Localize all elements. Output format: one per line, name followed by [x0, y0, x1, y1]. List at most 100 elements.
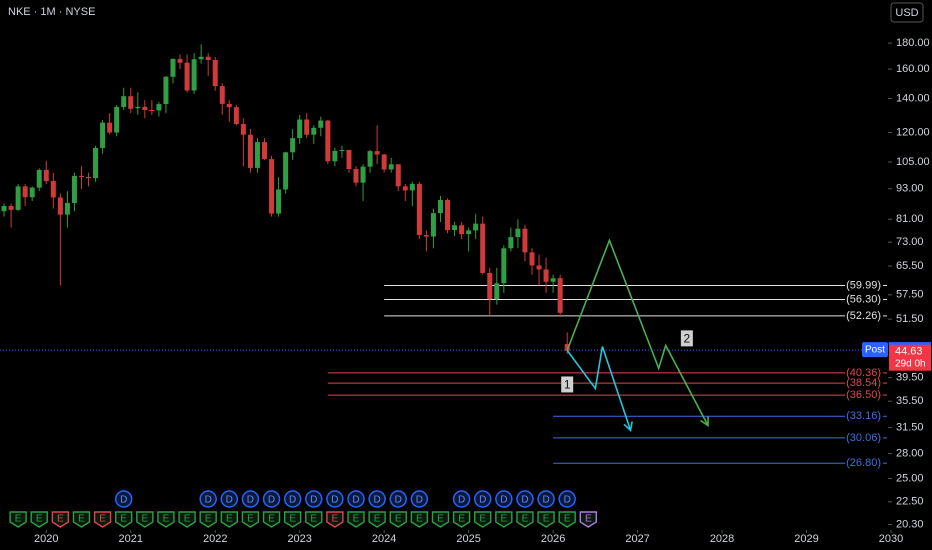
earnings-label: E [458, 514, 465, 525]
dividend-marker [537, 490, 555, 508]
earnings-marker [9, 511, 27, 528]
level-label: (38.54) [846, 377, 881, 389]
candle-body [430, 213, 436, 237]
dividend-marker [558, 490, 576, 508]
candle-body [332, 150, 338, 162]
earnings-marker [579, 511, 598, 528]
currency-box[interactable] [890, 2, 924, 23]
candle-body [536, 265, 542, 270]
earnings-label: E [184, 514, 191, 525]
candle-body [437, 199, 443, 214]
dividend-label: D [226, 495, 233, 506]
x-tick-label: 2030 [879, 533, 903, 545]
last-price-box [889, 344, 931, 371]
earnings-marker [220, 511, 238, 528]
earnings-marker [410, 511, 429, 528]
candle-body [290, 138, 296, 153]
candle-body [353, 169, 359, 183]
projection-path [566, 238, 709, 426]
level-label: (36.50) [846, 389, 881, 401]
earnings-marker [495, 511, 513, 528]
earnings-marker [178, 511, 196, 528]
dividend-marker [199, 490, 217, 508]
candle-body [86, 176, 92, 179]
candle-body [311, 127, 317, 135]
x-tick-label: 2024 [372, 533, 396, 545]
candle-body [8, 206, 14, 210]
candle-body [114, 107, 120, 133]
x-tick-label: 2021 [119, 533, 143, 545]
candle-body [240, 124, 246, 135]
earnings-label: E [141, 514, 148, 525]
candle-body [57, 197, 63, 215]
projection-path [566, 346, 632, 431]
y-tick-label: 35.50 [896, 395, 924, 407]
earnings-label: E [310, 514, 317, 525]
earnings-marker [558, 511, 576, 528]
candle-body [219, 86, 225, 104]
candle-body [494, 283, 500, 300]
earnings-label: E [416, 514, 423, 525]
earnings-label: E [564, 514, 571, 525]
y-tick-label: 180.00 [896, 37, 930, 49]
y-tick-label: 57.50 [896, 289, 924, 301]
dividend-marker [326, 490, 344, 508]
candle-body [78, 175, 84, 177]
candle-body [346, 149, 352, 170]
candle-body [543, 269, 549, 282]
x-tick-label: 2027 [625, 533, 649, 545]
earnings-marker [389, 511, 407, 528]
y-tick-label: 160.00 [896, 63, 930, 75]
y-tick-label: 39.50 [896, 372, 924, 384]
earnings-label: E [99, 514, 106, 525]
candle-body [388, 164, 394, 170]
dividend-marker [241, 490, 260, 508]
y-tick-label: 22.50 [896, 496, 924, 508]
earnings-label: E [374, 514, 381, 525]
dividend-marker [389, 490, 407, 508]
dividend-label: D [352, 495, 359, 506]
candle-body [247, 134, 253, 168]
dividend-marker [452, 490, 471, 508]
candle-body [297, 119, 303, 139]
last-price-label: 44.63 [895, 346, 923, 358]
earnings-marker [136, 511, 154, 528]
y-tick-label: 93.00 [896, 183, 924, 195]
candle-body [381, 154, 387, 170]
candle-body [466, 230, 472, 235]
dividend-label: D [374, 495, 381, 506]
level-label: (26.80) [846, 457, 881, 469]
x-tick-label: 2026 [541, 533, 565, 545]
earnings-label: E [353, 514, 360, 525]
y-tick-label: 20.30 [896, 518, 924, 530]
candle-body [374, 151, 380, 155]
candle-body [522, 228, 528, 253]
dividend-marker [495, 490, 513, 508]
dividend-label: D [247, 495, 254, 506]
dividend-label: D [542, 495, 549, 506]
earnings-label: E [585, 514, 592, 525]
y-tick-label: 105.00 [896, 156, 930, 168]
currency[interactable]: USD [895, 7, 918, 19]
earnings-label: E [522, 514, 529, 525]
earnings-marker [516, 511, 534, 528]
candle-body [318, 120, 324, 128]
candle-body [515, 228, 521, 238]
candle-body [170, 58, 176, 77]
dividend-label: D [416, 495, 423, 506]
dividend-label: D [268, 495, 275, 506]
candle-body [452, 225, 458, 231]
dividend-label: D [120, 495, 127, 506]
dividend-label: D [479, 495, 486, 506]
dividend-label: D [205, 495, 212, 506]
earnings-label: E [120, 514, 127, 525]
candle-body [198, 56, 204, 60]
earnings-label: E [268, 514, 275, 525]
post-tag [862, 342, 888, 358]
earnings-label: E [479, 514, 486, 525]
y-tick-label: 140.00 [896, 92, 930, 104]
candle-body [367, 151, 373, 167]
candle-body [487, 272, 493, 300]
earnings-label: E [247, 514, 254, 525]
